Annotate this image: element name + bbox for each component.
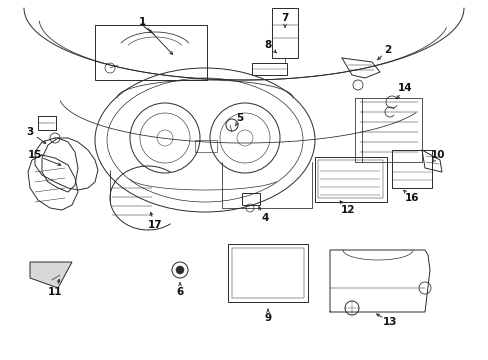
Bar	[231, 248, 304, 298]
Text: 8: 8	[264, 40, 271, 50]
Bar	[391, 150, 431, 188]
Bar	[195, 140, 217, 152]
Text: 2: 2	[384, 45, 391, 55]
Text: 11: 11	[48, 287, 62, 297]
Text: 17: 17	[147, 220, 162, 230]
Text: 12: 12	[340, 205, 354, 215]
Bar	[251, 63, 286, 75]
Bar	[227, 244, 307, 302]
Text: 9: 9	[264, 313, 271, 323]
Text: 10: 10	[430, 150, 445, 160]
Text: 15: 15	[28, 150, 42, 160]
Bar	[95, 25, 206, 80]
Circle shape	[176, 266, 183, 274]
Text: 6: 6	[176, 287, 183, 297]
Text: 14: 14	[397, 83, 411, 93]
Bar	[314, 157, 386, 202]
Text: 7: 7	[281, 13, 288, 23]
Bar	[317, 160, 382, 198]
Text: 4: 4	[261, 213, 268, 223]
Bar	[242, 193, 260, 205]
Text: 1: 1	[138, 17, 145, 27]
Text: 16: 16	[404, 193, 418, 203]
Polygon shape	[30, 262, 72, 288]
Text: 13: 13	[382, 317, 396, 327]
Text: 3: 3	[26, 127, 34, 137]
Bar	[38, 116, 56, 130]
Bar	[271, 8, 297, 58]
Text: 5: 5	[236, 113, 243, 123]
